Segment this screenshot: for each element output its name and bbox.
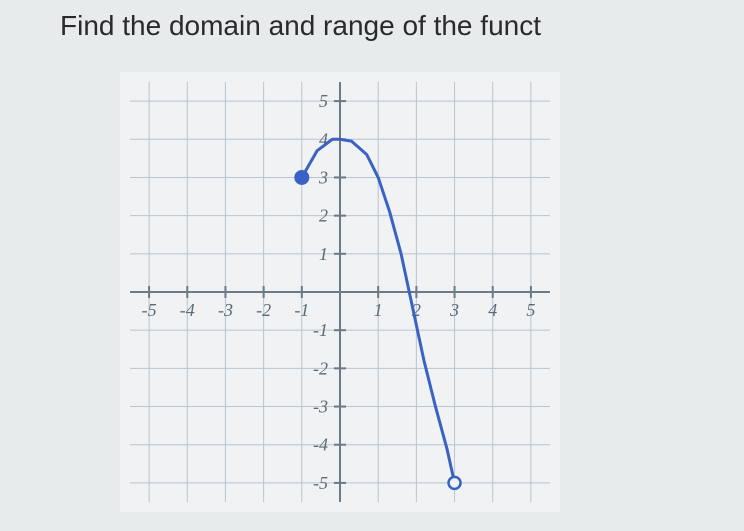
y-tick-label: -1 bbox=[313, 320, 328, 340]
y-tick-label: -3 bbox=[313, 397, 328, 417]
x-tick-label: -3 bbox=[218, 300, 233, 320]
y-tick-label: 5 bbox=[319, 91, 328, 111]
y-tick-label: -5 bbox=[313, 473, 328, 493]
y-tick-label: 2 bbox=[319, 206, 328, 226]
closed-endpoint bbox=[295, 170, 309, 184]
x-tick-label: -5 bbox=[142, 300, 157, 320]
x-tick-label: 1 bbox=[374, 300, 383, 320]
x-tick-label: 4 bbox=[488, 300, 497, 320]
x-tick-label: -4 bbox=[180, 300, 195, 320]
y-tick-label: -4 bbox=[313, 435, 328, 455]
x-tick-label: -2 bbox=[256, 300, 271, 320]
x-tick-label: -1 bbox=[294, 300, 309, 320]
function-graph: -5-4-3-2-11234554321-1-2-3-4-5 bbox=[120, 72, 560, 512]
x-tick-label: 5 bbox=[526, 300, 535, 320]
y-tick-label: 1 bbox=[319, 244, 328, 264]
y-tick-label: 3 bbox=[318, 167, 328, 187]
question-text: Find the domain and range of the funct bbox=[60, 10, 724, 42]
open-endpoint bbox=[449, 477, 461, 489]
x-tick-label: 3 bbox=[449, 300, 459, 320]
y-tick-label: -2 bbox=[313, 358, 328, 378]
